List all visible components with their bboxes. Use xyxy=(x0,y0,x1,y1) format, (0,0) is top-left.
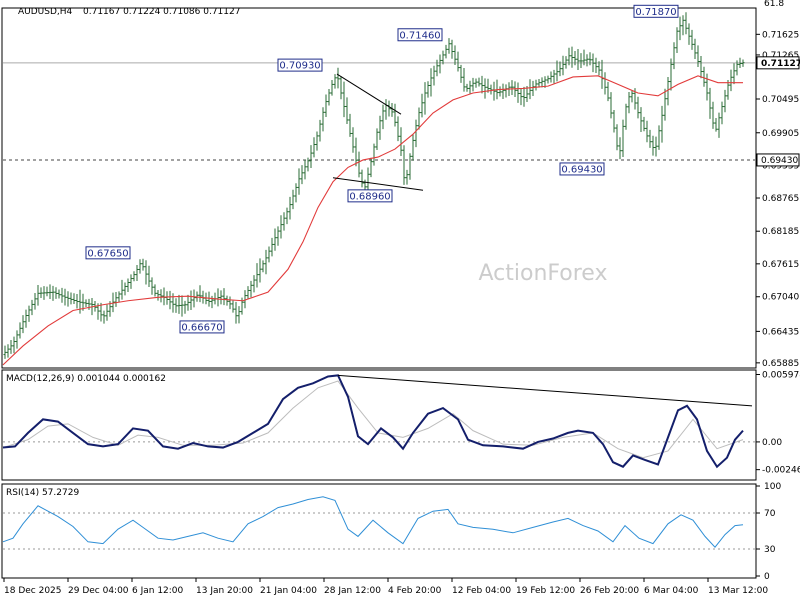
price-trendline xyxy=(336,73,402,115)
price-annotation-box xyxy=(347,189,393,203)
price-axis: 0.716250.712650.704950.699050.693350.687… xyxy=(756,30,800,369)
price-tick-label: 0.71625 xyxy=(762,30,799,40)
macd-layer: 0.005978 0.00 -0.00246 xyxy=(2,371,800,476)
price-tick-label: 0.65885 xyxy=(762,359,799,369)
time-tick-label: 19 Feb 12:00 xyxy=(516,586,575,596)
rsi-layer: 100 70 30 0 xyxy=(2,482,781,582)
macd-tick-label: 0.00 xyxy=(762,438,782,448)
rsi-label: RSI(14) 57.2729 xyxy=(6,488,79,498)
time-tick-label: 13 Jan 20:00 xyxy=(196,586,253,596)
price-tick-label: 0.71265 xyxy=(762,51,799,61)
price-annotation-box xyxy=(179,320,225,334)
price-annotation-label: 0.71870 xyxy=(635,7,676,18)
macd-trendline xyxy=(337,374,753,407)
watermark: ActionForex xyxy=(479,261,608,286)
price-tick-label: 0.67615 xyxy=(762,260,799,270)
price-annotation-box xyxy=(633,4,679,18)
time-tick-label: 12 Feb 04:00 xyxy=(452,586,511,596)
price-annotation-label: 0.71460 xyxy=(399,30,440,41)
price-trendline xyxy=(332,177,424,191)
time-tick-label: 18 Dec 2025 xyxy=(4,586,62,596)
top-right-label: 61.8 xyxy=(764,0,784,9)
price-panel xyxy=(1,7,757,369)
macd-panel xyxy=(1,369,757,481)
time-tick-label: 6 Mar 04:00 xyxy=(644,586,699,596)
ohlc-text: 0.71167 0.71224 0.71086 0.71127 xyxy=(83,7,240,17)
current-price-label: 0.71127 xyxy=(761,59,800,69)
rsi-line xyxy=(2,496,744,548)
symbol-label: AUDUSD,H4 xyxy=(18,7,73,17)
macd-signal-line xyxy=(2,380,744,459)
time-tick-label: 4 Feb 20:00 xyxy=(388,586,442,596)
time-tick-label: 26 Feb 20:00 xyxy=(580,586,639,596)
current-price-box xyxy=(756,56,800,70)
macd-tick-label: -0.00246 xyxy=(762,466,800,476)
macd-main-line xyxy=(2,374,744,469)
time-tick-label: 21 Jan 04:00 xyxy=(260,586,317,596)
price-annotation-label: 0.66670 xyxy=(181,322,222,333)
price-annotation-box xyxy=(277,58,323,72)
rsi-tick-label: 0 xyxy=(764,572,770,582)
annotation-layer: 0.67650 0.66670 0.70930 0.68960 0.71460 0.694… xyxy=(85,4,679,334)
support-price-label: 0.69430 xyxy=(761,156,798,166)
price-tick-label: 0.68185 xyxy=(762,227,799,237)
time-tick-label: 13 Mar 12:00 xyxy=(708,586,768,596)
price-layer xyxy=(2,12,755,366)
rsi-panel xyxy=(1,483,757,579)
price-annotation-label: 0.70930 xyxy=(279,61,320,72)
price-tick-label: 0.68765 xyxy=(762,194,799,204)
moving-average-line xyxy=(2,75,743,366)
price-tick-label: 0.70495 xyxy=(762,95,799,105)
rsi-tick-label: 30 xyxy=(764,545,776,555)
price-tick-label: 0.66435 xyxy=(762,327,799,337)
price-annotation-label: 0.68960 xyxy=(349,191,390,202)
price-annotation-box xyxy=(85,246,131,260)
price-annotation-label: 0.67650 xyxy=(87,248,128,259)
rsi-tick-label: 100 xyxy=(764,482,781,492)
price-tick-label: 0.67040 xyxy=(762,293,799,303)
time-tick-label: 29 Dec 04:00 xyxy=(68,586,129,596)
rsi-tick-label: 70 xyxy=(764,509,776,519)
x-axis: 18 Dec 2025 29 Dec 04:00 6 Jan 12:00 13 Jan… xyxy=(3,578,768,596)
price-tick-label: 0.69905 xyxy=(762,129,799,139)
time-tick-label: 28 Jan 12:00 xyxy=(324,586,381,596)
support-price-box xyxy=(756,153,800,167)
price-annotation-label: 0.69430 xyxy=(561,164,602,175)
price-annotation-box xyxy=(397,28,443,42)
macd-label: MACD(12,26,9) 0.001044 0.000162 xyxy=(6,374,166,384)
macd-tick-label: 0.005978 xyxy=(762,371,800,381)
time-tick-label: 6 Jan 12:00 xyxy=(132,586,184,596)
price-annotation-box xyxy=(559,162,605,176)
